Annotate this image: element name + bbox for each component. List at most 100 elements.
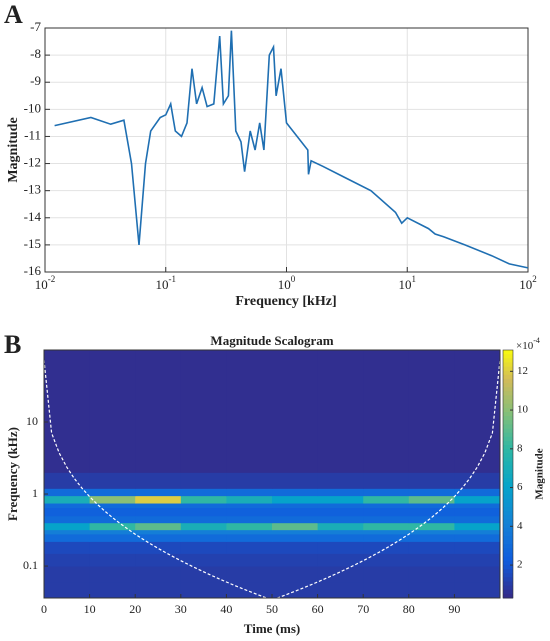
heatmap-cell bbox=[408, 533, 455, 542]
heatmap-cell bbox=[272, 522, 319, 531]
heatmap-cell bbox=[363, 488, 410, 497]
x-tick-label: 50 bbox=[266, 602, 278, 616]
heatmap-cell bbox=[363, 503, 410, 509]
y-tick-label: -7 bbox=[30, 19, 41, 34]
heatmap-cell bbox=[454, 495, 501, 504]
heatmap-cell bbox=[363, 472, 410, 489]
tick-base: 10 bbox=[35, 277, 48, 292]
colorbar-segment bbox=[503, 457, 513, 463]
heatmap-cell bbox=[317, 529, 364, 535]
heatmap-cell bbox=[317, 566, 364, 583]
heatmap-cell bbox=[44, 515, 91, 524]
heatmap-cell bbox=[408, 529, 455, 535]
heatmap-cell bbox=[135, 529, 182, 535]
y-tick-label: -12 bbox=[24, 155, 41, 170]
heatmap-cell bbox=[89, 553, 136, 567]
chart-title: Magnitude Scalogram bbox=[210, 333, 333, 348]
heatmap-cell bbox=[226, 515, 273, 524]
heatmap-cell bbox=[317, 522, 364, 531]
heatmap-cell bbox=[135, 503, 182, 509]
heatmap-cell bbox=[272, 350, 319, 473]
colorbar-segment bbox=[503, 564, 513, 570]
colorbar-segment bbox=[503, 358, 513, 363]
heatmap-cell bbox=[89, 495, 136, 504]
y-axis-label: Magnitude bbox=[6, 117, 21, 182]
colorbar-segment bbox=[503, 502, 513, 508]
heatmap-cell bbox=[454, 522, 501, 531]
tick-exponent: 1 bbox=[412, 274, 417, 284]
heatmap-cell bbox=[180, 507, 227, 517]
colorbar-segment bbox=[503, 548, 513, 554]
colorbar-segment bbox=[503, 540, 513, 545]
heatmap-cell bbox=[317, 495, 364, 504]
heatmap-cell bbox=[454, 553, 501, 567]
colorbar-segment bbox=[503, 593, 513, 599]
heatmap-cell bbox=[135, 488, 182, 497]
colorbar-segment bbox=[503, 536, 513, 541]
heatmap-cell bbox=[454, 507, 501, 517]
heatmap-cell bbox=[363, 350, 410, 473]
heatmap-cell bbox=[408, 495, 455, 504]
heatmap-cell bbox=[89, 503, 136, 509]
colorbar-segment bbox=[503, 515, 513, 520]
x-tick-label: 40 bbox=[220, 602, 232, 616]
x-tick-label: 0 bbox=[41, 602, 47, 616]
heatmap-cell bbox=[180, 350, 227, 473]
heatmap-cell bbox=[44, 566, 91, 583]
colorbar-segment bbox=[503, 498, 513, 504]
colorbar-segment bbox=[503, 362, 513, 368]
colorbar-segment bbox=[503, 494, 513, 500]
x-tick-label: 30 bbox=[175, 602, 187, 616]
heatmap-cell bbox=[454, 488, 501, 497]
colorbar-multiplier: ×10-4 bbox=[516, 336, 540, 352]
heatmap-cell bbox=[272, 472, 319, 489]
heatmap-cell bbox=[317, 472, 364, 489]
colorbar-segment bbox=[503, 416, 513, 421]
colorbar-segment bbox=[503, 527, 513, 533]
x-tick-label: 10-2 bbox=[35, 274, 56, 292]
heatmap-cell bbox=[44, 503, 91, 509]
heatmap-cell bbox=[226, 541, 273, 554]
heatmap-cell bbox=[89, 507, 136, 517]
x-tick-label: 102 bbox=[519, 274, 537, 292]
heatmap-cell bbox=[135, 495, 182, 504]
colorbar-label: Magnitude bbox=[534, 448, 546, 499]
heatmap-cell bbox=[408, 507, 455, 517]
heatmap-cell bbox=[454, 566, 501, 583]
heatmap-cell bbox=[226, 503, 273, 509]
tick-exponent: 0 bbox=[291, 274, 296, 284]
colorbar-segment bbox=[503, 428, 513, 434]
heatmap-cell bbox=[180, 522, 227, 531]
colorbar-segment bbox=[503, 531, 513, 537]
heatmap-cell bbox=[408, 582, 455, 599]
heatmap-cell bbox=[226, 507, 273, 517]
heatmap-cell bbox=[44, 529, 91, 535]
heatmap-cell bbox=[408, 541, 455, 554]
colorbar-tick-label: 4 bbox=[517, 520, 523, 532]
heatmap-cell bbox=[89, 582, 136, 599]
heatmap-cell bbox=[317, 553, 364, 567]
heatmap-cell bbox=[272, 553, 319, 567]
heatmap-cell bbox=[89, 488, 136, 497]
heatmap-cell bbox=[408, 503, 455, 509]
colorbar-segment bbox=[503, 432, 513, 438]
heatmap-cell bbox=[44, 507, 91, 517]
colorbar-segment bbox=[503, 440, 513, 446]
heatmap-cell bbox=[317, 488, 364, 497]
heatmap-cell bbox=[44, 522, 91, 531]
colorbar-segment bbox=[503, 445, 513, 450]
colorbar-segment bbox=[503, 350, 513, 355]
heatmap-cell bbox=[363, 529, 410, 535]
heatmap-cell bbox=[317, 582, 364, 599]
colorbar-segment bbox=[503, 490, 513, 496]
heatmap-cell bbox=[226, 495, 273, 504]
heatmap-cell bbox=[226, 488, 273, 497]
heatmap-cell bbox=[180, 582, 227, 599]
heatmap-cell bbox=[408, 472, 455, 489]
heatmap-cell bbox=[180, 533, 227, 542]
heatmap-cell bbox=[408, 566, 455, 583]
x-tick-label: 60 bbox=[312, 602, 324, 616]
colorbar-segment bbox=[503, 449, 513, 454]
heatmap-cell bbox=[135, 515, 182, 524]
